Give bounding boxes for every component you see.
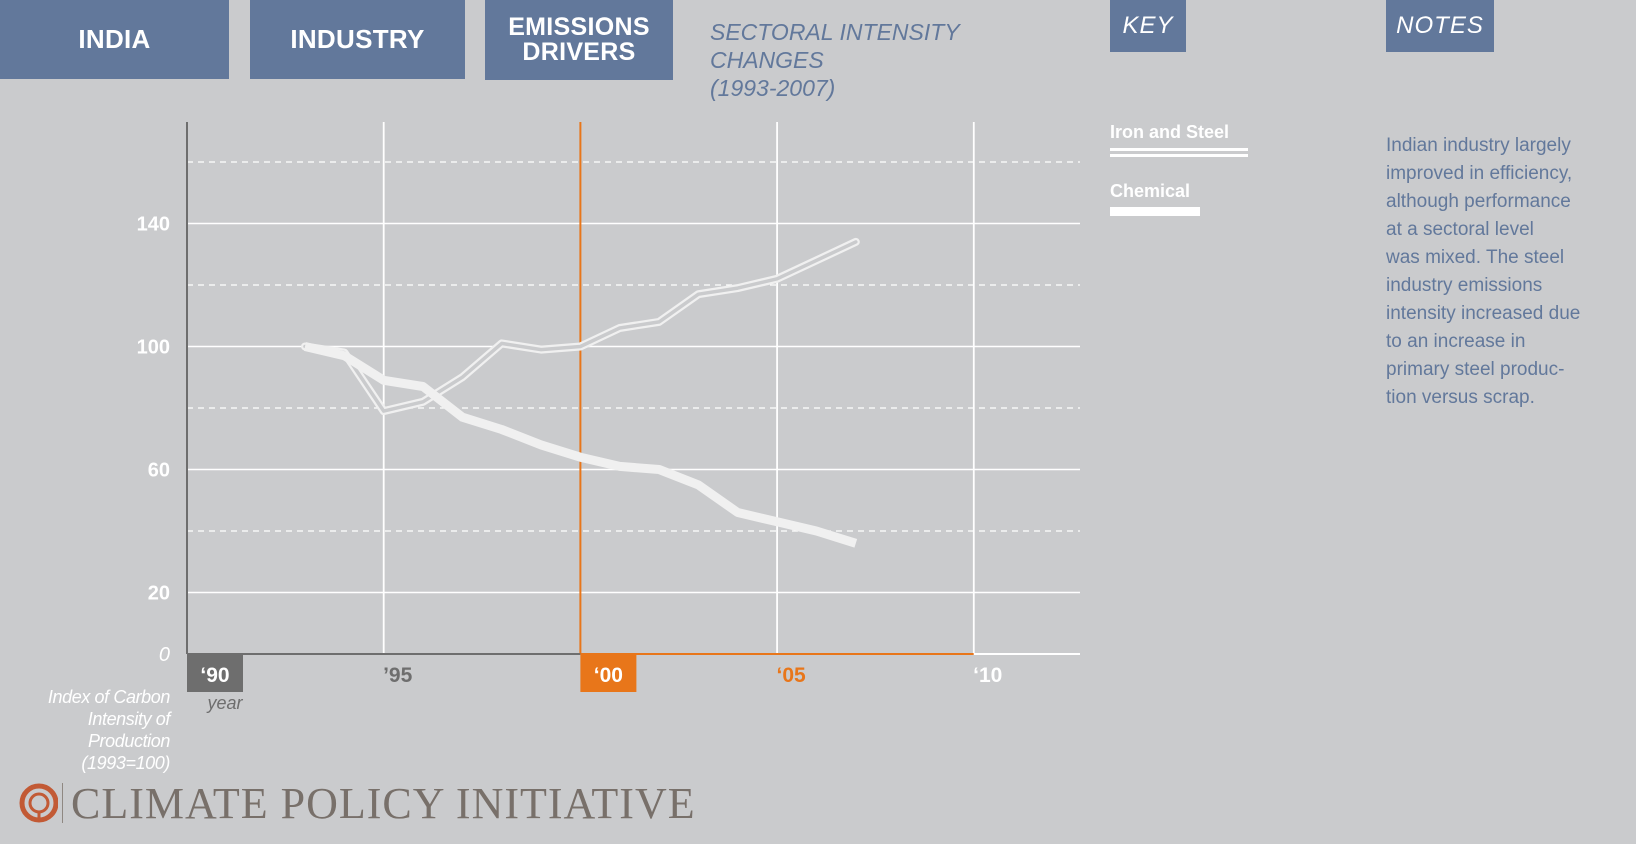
y-tick-label: 20 xyxy=(148,582,170,604)
notes-line: although performance xyxy=(1386,191,1571,212)
notes-text: Indian industry largely improved in effic… xyxy=(1386,132,1626,412)
x-tick-label: ‘00 xyxy=(594,664,623,687)
notes-line: industry emissions xyxy=(1386,275,1543,296)
tab-notes[interactable]: NOTES xyxy=(1386,0,1494,52)
legend-chemical-label: Chemical xyxy=(1110,181,1191,201)
notes-line: was mixed. The steel xyxy=(1386,247,1565,268)
notes-line: primary steel produc- xyxy=(1386,359,1565,380)
x-tick-label: ‘90 xyxy=(200,664,229,687)
legend-chemical-swatch xyxy=(1110,207,1200,216)
notes-line: tion versus scrap. xyxy=(1386,387,1535,408)
series-chemical xyxy=(303,342,858,548)
tab-industry[interactable]: INDUSTRY xyxy=(250,0,465,79)
tab-india[interactable]: INDIA xyxy=(0,0,229,79)
y-axis-label-line: Production xyxy=(87,731,170,751)
x-tick-box xyxy=(580,654,637,692)
y-tick-label: 60 xyxy=(148,459,170,481)
notes-line: intensity increased due xyxy=(1386,303,1581,324)
series-line-inner xyxy=(303,240,858,413)
x-tick-box xyxy=(187,654,243,692)
legend-iron-steel-swatch-2 xyxy=(1110,154,1248,157)
y-axis-label-line: Index of Carbon xyxy=(47,687,170,707)
legend-iron-steel-swatch xyxy=(1110,148,1248,151)
series-line xyxy=(303,342,858,548)
y-axis-label: Index of Carbon Intensity of Production (19… xyxy=(30,686,170,774)
x-tick-label: ’95 xyxy=(383,664,413,687)
x-tick-label: ‘05 xyxy=(776,664,806,687)
series-iron-and-steel xyxy=(301,237,860,416)
notes-line: Indian industry largely xyxy=(1386,135,1571,156)
cpi-logo: CLIMATE POLICY INITIATIVE xyxy=(18,778,696,828)
notes-line: improved in efficiency, xyxy=(1386,163,1573,184)
cpi-logo-icon xyxy=(19,783,58,823)
x-axis-label: year xyxy=(205,693,243,713)
notes-line: to an increase in xyxy=(1386,331,1526,352)
x-tick-label: ‘10 xyxy=(973,664,1002,687)
chart-title: SECTORAL INTENSITY CHANGES (1993-2007) xyxy=(710,19,960,101)
y-tick-label: 100 xyxy=(137,336,170,358)
logo-text: CLIMATE POLICY INITIATIVE xyxy=(71,778,696,828)
y-tick-label: 0 xyxy=(159,644,170,666)
tab-emissions-drivers[interactable]: EMISSIONS DRIVERS xyxy=(485,0,673,80)
y-axis-label-line: (1993=100) xyxy=(81,753,170,773)
legend-iron-steel-label: Iron and Steel xyxy=(1110,122,1230,142)
tab-key[interactable]: KEY xyxy=(1110,0,1186,52)
y-tick-label: 140 xyxy=(137,213,170,235)
y-axis-label-line: Intensity of xyxy=(87,709,171,729)
notes-line: at a sectoral level xyxy=(1386,219,1534,240)
logo-separator xyxy=(62,783,63,823)
